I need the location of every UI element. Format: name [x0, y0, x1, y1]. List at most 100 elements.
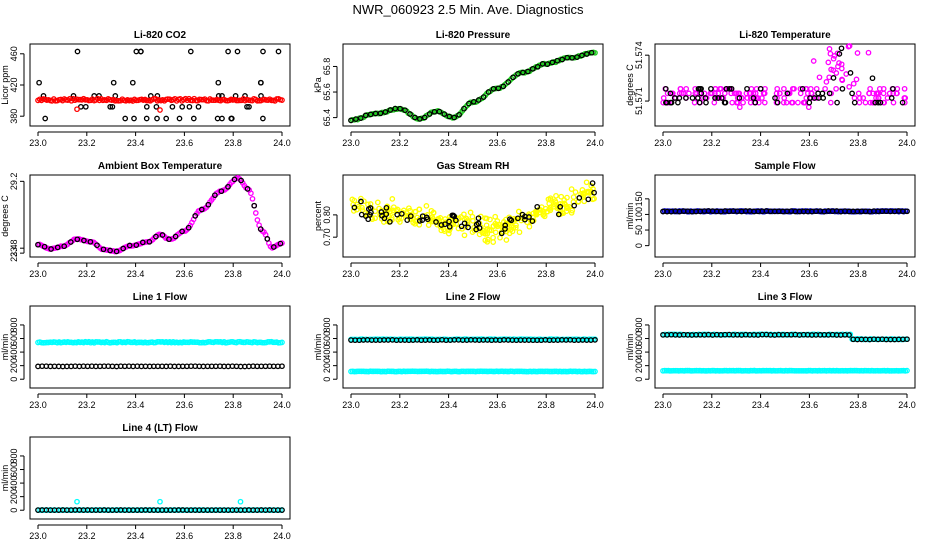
data-point-rh-black [508, 217, 515, 224]
data-point-temp-black [683, 95, 689, 101]
x-tick-label: 23.8 [849, 400, 867, 410]
data-point-pressure-black [461, 105, 467, 112]
y-axis-label: ml/min [0, 334, 10, 361]
panel-title: Line 4 (LT) Flow [122, 423, 198, 434]
y-tick-label: 400 [322, 345, 332, 360]
data-point-temp-magenta [797, 90, 804, 97]
data-point-rh-black [534, 203, 541, 210]
panel-title: Line 2 Flow [446, 292, 501, 303]
data-point-temp-magenta [826, 46, 833, 52]
data-point-box-temp [248, 190, 254, 197]
data-point-rh-yellow [512, 224, 519, 231]
data-point-temp-magenta [721, 90, 728, 97]
data-point-rh-yellow [374, 199, 381, 206]
panel-10: Line 4 (LT) Flow ml/min 23.0 23.2 23.4 23.6 23… [0, 423, 291, 540]
data-point-rh-yellow [389, 196, 396, 202]
data-point-pressure-black [500, 83, 507, 90]
data-point-pressure-black [579, 52, 585, 59]
data-point-bands [153, 103, 160, 110]
data-point-temp-magenta [810, 58, 817, 64]
x-tick-label: 23.6 [176, 269, 194, 279]
data-point-temp-magenta [795, 99, 801, 106]
data-point-rh-black [365, 206, 372, 212]
y-tick-label: 0.80 [322, 206, 332, 224]
x-tick-label: 24.0 [586, 400, 604, 410]
x-tick-label: 23.6 [489, 269, 507, 279]
x-tick-label: 23.4 [127, 531, 145, 540]
x-tick-label: 24.0 [273, 400, 291, 410]
x-tick-label: 23.4 [127, 269, 145, 279]
y-tick-label: 0.70 [322, 228, 332, 246]
data-point-box-temp [252, 210, 259, 216]
data-points [35, 498, 285, 513]
y-tick-label: 0 [9, 508, 19, 513]
data-point-temp-magenta [894, 85, 901, 92]
data-point-temp-magenta [881, 99, 888, 106]
plot-frame [29, 43, 291, 127]
data-point-temp-black [697, 85, 703, 92]
data-point-pressure-black [436, 108, 443, 115]
data-points [35, 338, 285, 370]
y-tick-label: 65.4 [322, 109, 332, 127]
panel-8: Line 2 Flow ml/min 23.0 23.2 23.4 23.6 23.8 24.… [313, 292, 604, 410]
data-point-rh-yellow [526, 223, 533, 230]
data-point-box-temp-black [87, 238, 94, 245]
y-axis-label: ml/min [625, 203, 635, 230]
data-point-rh-black [585, 196, 592, 203]
data-point-temp-black [757, 85, 764, 92]
x-tick-label: 23.0 [29, 269, 47, 279]
data-point-temp-magenta [854, 50, 861, 56]
plot-frame [342, 43, 604, 127]
data-point-temp-black [708, 85, 714, 92]
data-point-temp-magenta [880, 90, 887, 97]
data-point-box-temp-black [41, 243, 48, 250]
data-point-rh-yellow [446, 227, 453, 234]
data-point-rh-yellow [482, 237, 489, 244]
data-point-temp-magenta [855, 90, 862, 97]
data-point-rh-black [571, 202, 578, 209]
data-point-bands [74, 48, 81, 55]
data-point-rh-black [526, 214, 532, 220]
data-point-rh-yellow [570, 194, 577, 200]
data-point-temp-black [819, 90, 826, 97]
y-tick-label: 600 [322, 331, 332, 346]
panel-4: Ambient Box Temperature degrees C 23.0 23.2… [0, 161, 291, 279]
data-points [348, 49, 598, 124]
x-tick-label: 23.0 [654, 400, 672, 410]
data-point-pressure-black [549, 59, 556, 66]
data-point-rh-yellow [430, 209, 437, 216]
data-point-rh-yellow [476, 231, 483, 238]
y-tick-label: 400 [9, 476, 19, 491]
data-point-rh-black [404, 217, 411, 223]
data-point-rh-black [387, 218, 393, 225]
data-point-box-temp-black [218, 188, 225, 195]
x-tick-label: 23.4 [752, 269, 770, 279]
data-point-rh-yellow [503, 237, 510, 243]
data-point-line3-cyan-low [904, 367, 910, 374]
data-point-pressure-black [377, 110, 384, 117]
panel-title: Li-820 CO2 [134, 30, 187, 41]
data-point-box-temp [254, 217, 261, 223]
data-point-bands [129, 79, 136, 86]
data-point-bands [225, 48, 231, 55]
x-tick-label: 24.0 [898, 138, 916, 148]
data-point-temp-magenta [902, 95, 909, 101]
data-point-rh-yellow [515, 208, 522, 215]
data-point-temp-magenta [865, 49, 872, 56]
x-tick-label: 23.6 [176, 138, 194, 148]
data-point-temp-magenta [851, 95, 858, 101]
y-tick-label: 200 [634, 358, 644, 373]
data-points [349, 179, 597, 245]
data-point-temp-black [703, 99, 709, 106]
data-point-bands [143, 115, 150, 122]
data-point-bands [260, 48, 266, 55]
data-point-temp-magenta [901, 85, 908, 92]
plot-frame [29, 305, 291, 389]
data-point-bands [36, 79, 42, 86]
data-point-pressure-black [475, 97, 482, 103]
data-point-pressure-black [544, 61, 551, 67]
x-tick-label: 24.0 [586, 269, 604, 279]
data-point-temp-magenta [678, 90, 685, 97]
y-tick-label: 65.8 [322, 58, 332, 76]
data-point-rh-black [529, 218, 536, 224]
